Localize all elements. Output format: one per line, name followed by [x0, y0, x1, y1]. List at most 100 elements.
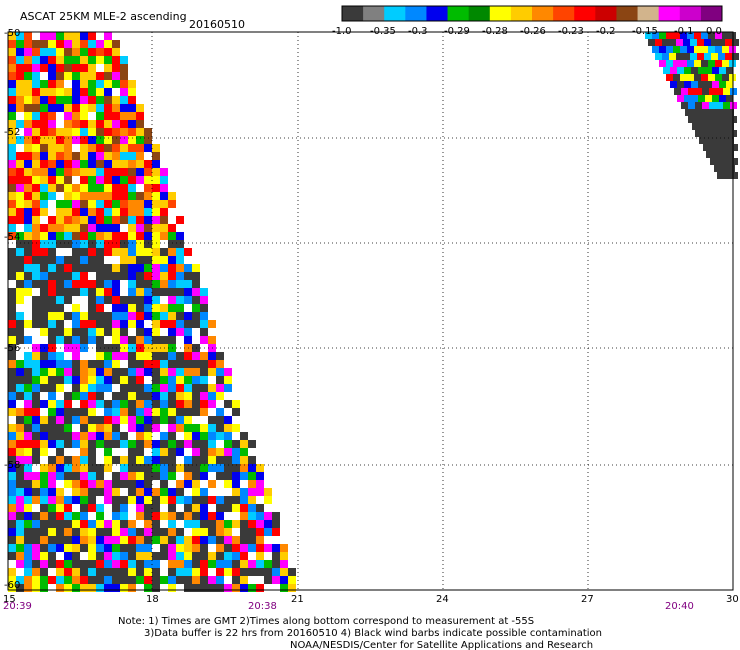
- data-cell: [112, 200, 120, 208]
- data-cell: [192, 312, 200, 320]
- data-cell: [48, 280, 56, 288]
- data-cell: [24, 504, 32, 512]
- data-cell: [666, 32, 673, 39]
- data-cell: [144, 224, 152, 232]
- data-cell: [8, 528, 16, 536]
- data-cell: [136, 280, 144, 288]
- data-cell: [32, 224, 40, 232]
- data-cell: [670, 81, 677, 88]
- data-cell: [698, 67, 705, 74]
- data-cell: [128, 368, 136, 376]
- data-cell: [136, 136, 144, 144]
- data-cell: [56, 232, 64, 240]
- data-cell: [256, 464, 264, 472]
- data-cell: [112, 256, 120, 264]
- data-cell: [691, 67, 698, 74]
- data-cell: [128, 472, 136, 480]
- data-cell: [80, 360, 88, 368]
- data-cell: [720, 151, 727, 158]
- data-cell: [96, 504, 104, 512]
- data-cell: [48, 88, 56, 96]
- data-cell: [64, 424, 72, 432]
- data-cell: [72, 432, 80, 440]
- data-cell: [96, 424, 104, 432]
- data-cell: [48, 160, 56, 168]
- data-cell: [16, 128, 24, 136]
- data-cell: [726, 95, 733, 102]
- data-cell: [152, 368, 160, 376]
- data-cell: [128, 456, 136, 464]
- data-cell: [96, 104, 104, 112]
- data-cell: [687, 46, 694, 53]
- data-cell: [715, 74, 722, 81]
- data-cell: [684, 95, 691, 102]
- data-cell: [80, 152, 88, 160]
- data-cell: [24, 528, 32, 536]
- data-cell: [701, 60, 708, 67]
- data-cell: [708, 32, 715, 39]
- data-cell: [232, 584, 240, 592]
- data-cell: [216, 512, 224, 520]
- data-cell: [40, 536, 48, 544]
- data-cell: [80, 336, 88, 344]
- data-cell: [152, 456, 160, 464]
- data-cell: [56, 328, 64, 336]
- data-cell: [280, 584, 288, 592]
- data-cell: [8, 472, 16, 480]
- data-cell: [80, 280, 88, 288]
- data-cell: [176, 536, 184, 544]
- data-cell: [216, 440, 224, 448]
- data-cell: [88, 520, 96, 528]
- data-cell: [72, 152, 80, 160]
- data-cell: [216, 584, 224, 592]
- data-cell: [88, 280, 96, 288]
- data-cell: [96, 448, 104, 456]
- time-label-mid: 20:38: [248, 601, 277, 612]
- data-cell: [72, 480, 80, 488]
- data-cell: [280, 544, 288, 552]
- data-cell: [40, 560, 48, 568]
- data-cell: [56, 280, 64, 288]
- data-cell: [144, 144, 152, 152]
- data-cell: [112, 320, 120, 328]
- data-cell: [706, 151, 713, 158]
- data-cell: [56, 552, 64, 560]
- data-cell: [192, 560, 200, 568]
- data-cell: [24, 560, 32, 568]
- data-cell: [192, 528, 200, 536]
- data-cell: [144, 152, 152, 160]
- data-cell: [168, 528, 176, 536]
- data-cell: [176, 368, 184, 376]
- data-cell: [104, 40, 112, 48]
- data-cell: [56, 440, 64, 448]
- data-cell: [40, 312, 48, 320]
- data-cell: [96, 400, 104, 408]
- data-cell: [666, 74, 673, 81]
- data-cell: [72, 520, 80, 528]
- data-cell: [144, 208, 152, 216]
- data-cell: [176, 424, 184, 432]
- data-cell: [16, 240, 24, 248]
- data-cell: [725, 53, 732, 60]
- data-cell: [32, 536, 40, 544]
- data-cell: [128, 168, 136, 176]
- data-cell: [24, 56, 32, 64]
- data-cell: [709, 102, 716, 109]
- data-cell: [32, 576, 40, 584]
- data-cell: [80, 128, 88, 136]
- data-cell: [184, 312, 192, 320]
- data-cell: [695, 116, 702, 123]
- data-cell: [56, 448, 64, 456]
- data-cell: [32, 120, 40, 128]
- data-cell: [136, 520, 144, 528]
- data-cell: [32, 496, 40, 504]
- data-cell: [112, 352, 120, 360]
- data-cell: [40, 224, 48, 232]
- data-cell: [224, 512, 232, 520]
- data-cell: [224, 560, 232, 568]
- data-cell: [88, 136, 96, 144]
- data-cell: [24, 312, 32, 320]
- data-cell: [120, 360, 128, 368]
- data-cell: [16, 288, 24, 296]
- data-cell: [88, 64, 96, 72]
